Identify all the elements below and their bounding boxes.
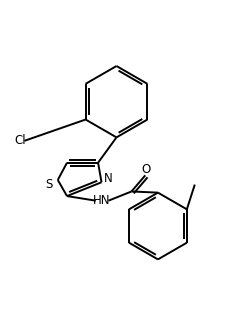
Text: HN: HN bbox=[93, 194, 110, 207]
Text: N: N bbox=[104, 172, 113, 185]
Text: Cl: Cl bbox=[14, 134, 26, 147]
Text: O: O bbox=[142, 163, 151, 176]
Text: S: S bbox=[45, 178, 52, 191]
